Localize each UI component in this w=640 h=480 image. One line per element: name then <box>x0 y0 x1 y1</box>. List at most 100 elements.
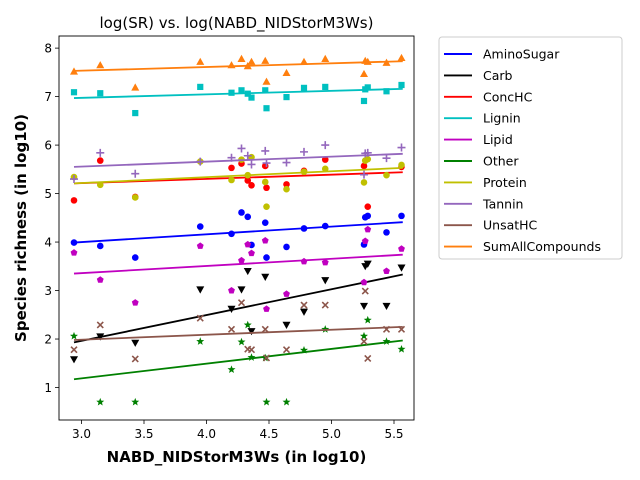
x-tick-label: 3.5 <box>134 427 153 441</box>
chart-title: log(SR) vs. log(NABD_NIDStorM3Ws) <box>100 14 374 33</box>
data-point <box>247 328 256 336</box>
data-point <box>261 56 270 64</box>
data-point <box>131 339 140 347</box>
data-point <box>363 260 372 268</box>
data-point <box>70 89 78 96</box>
series-lipid <box>70 225 405 312</box>
data-point <box>360 302 368 311</box>
data-point <box>360 97 368 105</box>
data-point <box>131 299 139 306</box>
legend-label: ConcHC <box>483 89 533 104</box>
data-point <box>96 148 105 157</box>
data-point <box>360 170 368 179</box>
data-point <box>131 254 139 261</box>
legend-label: SumAllCompounds <box>483 239 601 254</box>
data-point <box>131 397 140 406</box>
data-point <box>243 267 252 276</box>
data-point <box>397 53 406 62</box>
data-point <box>197 83 204 91</box>
x-axis-label: NABD_NIDStorM3Ws (in log10) <box>107 448 367 466</box>
data-point <box>361 237 369 244</box>
trend-line <box>73 273 403 344</box>
data-point <box>283 243 290 251</box>
data-point <box>261 273 270 281</box>
data-point <box>321 258 329 266</box>
legend-item-carb: Carb <box>444 68 513 83</box>
data-point <box>247 346 256 354</box>
data-point <box>364 84 371 91</box>
trend-line <box>73 87 403 99</box>
trend-line <box>73 253 403 275</box>
data-point <box>300 345 308 354</box>
data-point <box>70 67 78 75</box>
trend-line <box>73 152 403 168</box>
data-point <box>360 162 368 170</box>
data-point <box>360 278 368 286</box>
data-point <box>363 315 372 324</box>
data-point <box>243 320 252 329</box>
data-point <box>263 305 270 312</box>
data-point <box>237 54 246 62</box>
data-point <box>300 84 308 91</box>
data-point <box>196 57 205 65</box>
data-point <box>237 144 246 153</box>
data-point <box>238 209 245 216</box>
data-point <box>261 237 269 244</box>
legend-item-conchc: ConcHC <box>444 89 533 104</box>
data-point <box>300 301 308 309</box>
legend-label: Other <box>483 154 519 169</box>
data-point <box>398 212 405 220</box>
series-sumallcompounds <box>70 53 406 91</box>
data-point <box>243 151 252 160</box>
x-tick-label: 3.0 <box>72 427 91 441</box>
data-point <box>283 181 290 188</box>
trend-line <box>73 339 403 381</box>
data-point <box>360 69 368 78</box>
series-tannin <box>70 141 406 184</box>
data-point <box>397 264 406 272</box>
x-tick-label: 4.5 <box>259 427 278 441</box>
data-point <box>238 87 245 94</box>
data-point <box>364 354 372 362</box>
data-point <box>248 182 255 189</box>
data-point <box>131 355 139 363</box>
data-point <box>282 158 291 167</box>
plot-frame <box>58 35 415 421</box>
data-point <box>196 286 205 294</box>
y-tick-label: 1 <box>44 381 52 395</box>
legend-label: AminoSugar <box>483 47 560 62</box>
data-point <box>97 90 104 97</box>
series-lignin <box>70 81 405 117</box>
data-point <box>300 57 308 65</box>
data-point <box>282 68 291 77</box>
data-point <box>321 156 329 163</box>
data-point <box>196 314 204 322</box>
y-tick-label: 2 <box>44 333 52 347</box>
data-point <box>383 88 390 95</box>
y-tick-label: 4 <box>44 236 52 250</box>
data-point <box>397 345 406 353</box>
legend-item-protein: Protein <box>444 175 527 190</box>
data-point <box>96 61 105 69</box>
legend-label: Carb <box>483 68 513 83</box>
data-point <box>228 286 235 294</box>
y-axis-label: Species richness (in log10) <box>12 114 30 342</box>
data-point <box>262 87 269 94</box>
data-point <box>237 337 246 346</box>
data-point <box>321 277 330 285</box>
data-point <box>247 160 256 169</box>
data-point <box>262 397 271 406</box>
data-point <box>196 337 205 345</box>
data-point <box>262 159 271 168</box>
data-point <box>132 109 139 117</box>
data-point <box>282 397 291 406</box>
data-point <box>383 229 390 236</box>
legend-label: Lipid <box>483 132 513 147</box>
legend-label: UnsatHC <box>483 218 538 233</box>
y-tick-label: 7 <box>44 90 52 104</box>
data-point <box>228 89 235 96</box>
data-point <box>248 249 255 257</box>
data-point <box>398 81 405 89</box>
series-protein <box>70 153 405 210</box>
data-point <box>131 83 140 91</box>
